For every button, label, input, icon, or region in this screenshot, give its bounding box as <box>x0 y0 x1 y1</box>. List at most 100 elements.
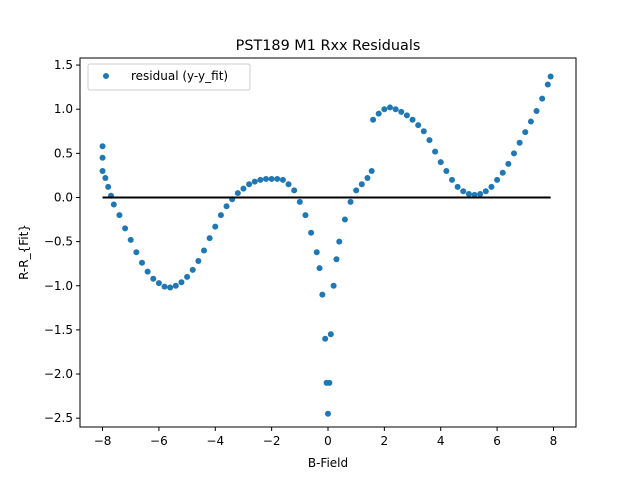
scatter-point <box>274 175 281 182</box>
scatter-point <box>189 266 196 273</box>
plot-area <box>99 73 554 417</box>
scatter-point <box>353 187 360 194</box>
scatter-point <box>105 183 112 190</box>
scatter-point <box>460 188 467 195</box>
scatter-point <box>322 335 329 342</box>
scatter-point <box>212 223 219 230</box>
scatter-point <box>139 259 145 266</box>
scatter-point <box>437 159 444 166</box>
scatter-point <box>116 212 123 219</box>
scatter-point <box>370 116 377 123</box>
scatter-point <box>240 185 247 192</box>
scatter-point <box>150 275 157 282</box>
y-tick-label: −1.0 <box>44 279 73 293</box>
scatter-point <box>155 280 162 287</box>
scatter-point <box>488 183 495 190</box>
scatter-point <box>217 212 224 219</box>
x-tick-label: 8 <box>550 434 558 448</box>
scatter-point <box>471 191 478 198</box>
scatter-point <box>172 282 179 289</box>
scatter-point <box>223 203 230 210</box>
legend-box <box>87 63 251 91</box>
y-axis-ticks: −2.5 −2.0 −1.5 −1.0 −0.5 0.0 0.5 1.0 1.5 <box>44 58 80 425</box>
x-tick-label: −8 <box>94 434 112 448</box>
x-axis-label: B-Field <box>308 456 348 470</box>
scatter-point <box>449 176 455 183</box>
scatter-point <box>392 106 399 113</box>
scatter-point <box>368 167 375 174</box>
scatter-point <box>477 190 484 197</box>
scatter-point <box>313 249 320 256</box>
scatter-point <box>302 212 309 219</box>
scatter-point <box>102 175 109 182</box>
scatter-point <box>325 410 331 417</box>
scatter-point <box>443 167 450 174</box>
scatter-point <box>409 116 416 123</box>
scatter-point <box>415 122 422 129</box>
scatter-point <box>178 279 185 286</box>
scatter-point <box>263 175 269 182</box>
scatter-point <box>122 225 129 232</box>
scatter-point <box>516 139 523 146</box>
y-tick-label: −0.5 <box>44 235 73 249</box>
scatter-point <box>499 169 506 176</box>
chart-title: PST189 M1 Rxx Residuals <box>236 38 421 54</box>
y-tick-label: −2.5 <box>44 411 73 425</box>
scatter-point <box>358 181 365 188</box>
scatter-point <box>336 238 343 245</box>
scatter-point <box>547 73 554 80</box>
scatter-point <box>285 181 292 188</box>
scatter-point <box>133 249 140 256</box>
scatter-point <box>381 106 388 113</box>
scatter-point <box>161 283 168 290</box>
scatter-point <box>110 201 117 208</box>
scatter-point <box>184 273 191 280</box>
scatter-point <box>246 181 253 188</box>
scatter-point <box>454 183 461 190</box>
y-tick-label: −1.5 <box>44 323 73 337</box>
scatter-point <box>341 216 348 223</box>
y-tick-label: 1.5 <box>54 58 73 72</box>
scatter-point <box>251 178 258 185</box>
legend: residual (y-y_fit) <box>87 63 251 91</box>
scatter-point <box>195 258 202 265</box>
y-tick-label: 1.0 <box>54 102 73 116</box>
y-tick-label: −2.0 <box>44 367 73 381</box>
scatter-point <box>291 187 298 194</box>
scatter-point <box>99 167 106 174</box>
scatter-point <box>268 175 275 182</box>
scatter-point <box>316 265 323 272</box>
scatter-point <box>333 256 340 263</box>
scatter-point <box>99 143 106 150</box>
scatter-point <box>326 379 333 386</box>
scatter-point <box>206 235 213 242</box>
scatter-point <box>296 198 303 205</box>
x-tick-label: −2 <box>263 434 281 448</box>
scatter-point <box>144 268 151 275</box>
scatter-point <box>327 331 334 338</box>
scatter-point <box>319 291 326 298</box>
scatter-point <box>420 128 427 135</box>
scatter-point <box>398 108 405 115</box>
scatter-point <box>347 198 354 205</box>
x-tick-label: 2 <box>381 434 389 448</box>
scatter-point <box>522 129 529 136</box>
scatter-point <box>426 137 433 144</box>
scatter-point <box>364 175 371 182</box>
scatter-point <box>127 236 134 243</box>
scatter-point <box>387 104 393 111</box>
scatter-point <box>375 110 382 117</box>
y-tick-label: 0.0 <box>54 190 73 204</box>
scatter-point <box>494 176 501 183</box>
x-tick-label: −4 <box>206 434 224 448</box>
scatter-point <box>330 282 337 289</box>
y-tick-label: 0.5 <box>54 146 73 160</box>
scatter-point <box>234 190 241 197</box>
scatter-point <box>403 112 410 119</box>
legend-label: residual (y-y_fit) <box>131 69 228 83</box>
scatter-point <box>533 107 540 114</box>
x-tick-label: 4 <box>437 434 445 448</box>
scatter-point <box>482 188 489 195</box>
scatter-point <box>279 176 286 183</box>
